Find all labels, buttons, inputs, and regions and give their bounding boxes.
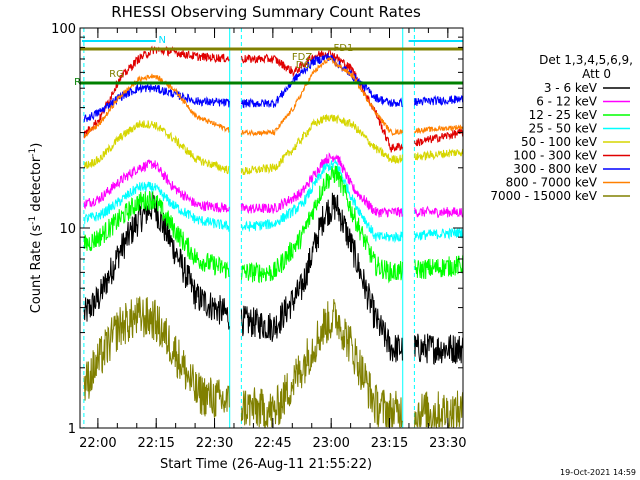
- x-tick-label: 23:30: [429, 436, 466, 451]
- series-line: [83, 152, 464, 218]
- series-line: [84, 159, 464, 244]
- legend-entry-label: 50 - 100 keV: [521, 135, 598, 149]
- footer-timestamp: 19-Oct-2021 14:59: [560, 468, 636, 477]
- series-line: [83, 191, 464, 365]
- y-axis-label-close: ): [29, 143, 44, 148]
- axis-layer: 22:00 22:15 22:30 22:45 23:00 23:15 23:30 1 10 10…: [51, 22, 466, 451]
- y-axis-label: Count Rate (s-1 detector-1): [28, 143, 44, 314]
- flag-label: D6: [296, 60, 310, 71]
- flag-label: R: [74, 77, 81, 88]
- legend-entry-label: 7000 - 15000 keV: [490, 189, 597, 203]
- y-tick-label: 10: [59, 222, 76, 237]
- x-tick-label: 22:15: [137, 436, 174, 451]
- series-layer: [83, 45, 464, 429]
- legend-entry-label: 12 - 25 keV: [529, 108, 598, 122]
- series-line: [83, 113, 464, 175]
- legend-header-line-2: Att 0: [582, 67, 611, 81]
- legend-entry-label: 100 - 300 keV: [513, 149, 597, 163]
- y-axis-label-end: detector: [29, 156, 44, 216]
- legend-entry-label: 25 - 50 keV: [529, 122, 598, 136]
- y-axis-label-sup: -1: [28, 216, 38, 225]
- flag-label: FDZ: [292, 52, 312, 63]
- series-line: [83, 296, 464, 429]
- x-tick-label: 23:15: [371, 436, 408, 451]
- legend-entry-label: 3 - 6 keV: [544, 81, 598, 95]
- series-line: [84, 56, 464, 139]
- flag-label: FD1: [334, 43, 354, 54]
- x-axis-label: Start Time (26-Aug-11 21:55:22): [160, 457, 372, 472]
- y-axis-label-main: Count Rate (s: [29, 225, 44, 314]
- chart-title: RHESSI Observing Summary Count Rates: [111, 3, 421, 21]
- x-tick-label: 23:00: [312, 436, 349, 451]
- series-line: [83, 165, 464, 284]
- y-tick-label: 100: [51, 22, 76, 37]
- flag-label: N: [159, 35, 166, 46]
- x-tick-label: 22:30: [196, 436, 233, 451]
- y-tick-label: 1: [68, 422, 76, 437]
- x-tick-label: 22:00: [79, 436, 116, 451]
- legend-header-line-1: Det 1,3,4,5,6,9,: [539, 53, 633, 67]
- x-tick-label: 22:45: [254, 436, 291, 451]
- legend-entry-label: 6 - 12 keV: [536, 95, 598, 109]
- y-axis-label-sup2: -1: [28, 148, 38, 157]
- legend-entry-label: 800 - 7000 keV: [506, 176, 598, 190]
- legend-entry-label: 300 - 800 keV: [513, 162, 597, 176]
- flag-label: RG: [109, 69, 124, 80]
